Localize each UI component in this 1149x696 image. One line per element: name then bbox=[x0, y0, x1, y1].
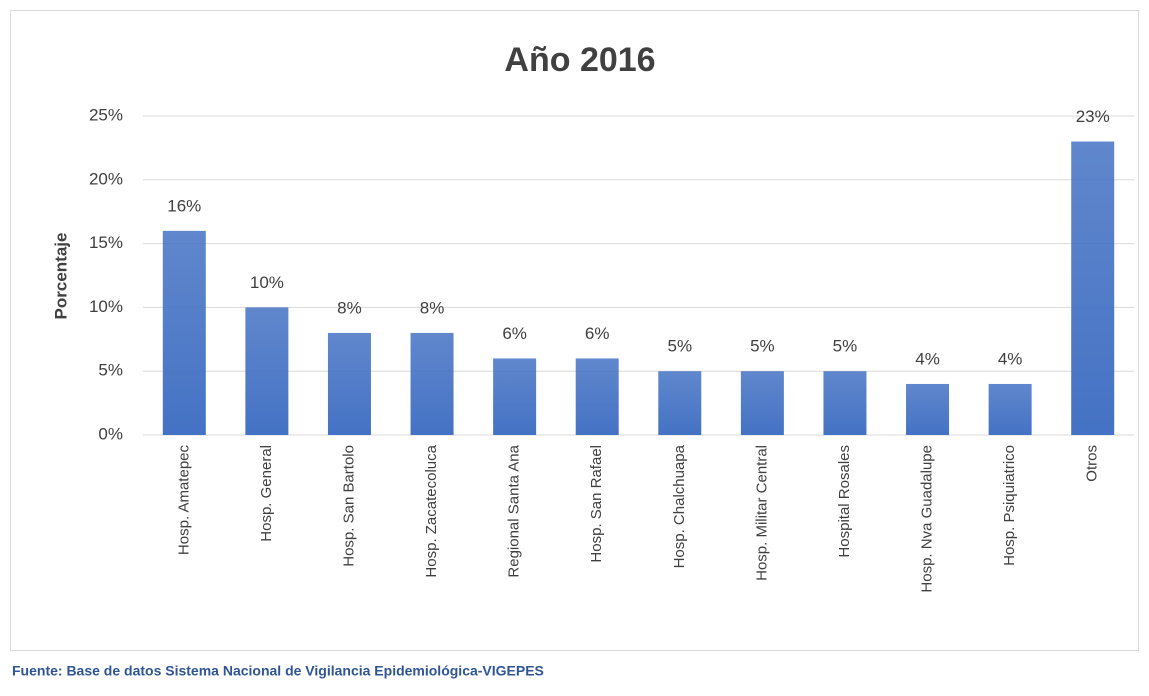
x-tick-label: Otros bbox=[1084, 445, 1101, 482]
y-tick-label: 0% bbox=[98, 424, 123, 443]
bar bbox=[327, 332, 371, 435]
data-label: 6% bbox=[585, 324, 610, 343]
data-label: 5% bbox=[668, 337, 693, 356]
y-tick-label: 15% bbox=[89, 233, 123, 252]
y-axis-label: Porcentaje bbox=[51, 233, 70, 320]
x-tick-label: Hosp. Zacatecoluca bbox=[423, 444, 440, 577]
x-tick-label: Hosp. Nva Guadalupe bbox=[919, 445, 936, 593]
chart-title: Año 2016 bbox=[504, 41, 655, 79]
x-tick-label: Hosp. San Rafael bbox=[588, 445, 605, 563]
data-label: 23% bbox=[1076, 107, 1110, 126]
x-tick-label: Hosp. Chalchuapa bbox=[671, 444, 688, 568]
bar bbox=[1071, 141, 1115, 435]
data-label: 6% bbox=[502, 324, 527, 343]
source-note: Fuente: Base de datos Sistema Nacional d… bbox=[12, 663, 544, 679]
data-label: 5% bbox=[833, 337, 858, 356]
bar bbox=[410, 332, 454, 435]
data-label: 4% bbox=[915, 349, 940, 368]
x-tick-label: Hosp. Amatepec bbox=[175, 445, 192, 556]
bar bbox=[906, 383, 950, 435]
bar bbox=[740, 371, 784, 435]
y-tick-label: 5% bbox=[98, 361, 123, 380]
data-label: 10% bbox=[250, 273, 284, 292]
bar bbox=[493, 358, 537, 435]
bar bbox=[575, 358, 619, 435]
data-label: 8% bbox=[337, 298, 362, 317]
bar bbox=[245, 307, 289, 435]
x-tick-label: Hosp. General bbox=[258, 445, 275, 542]
bar bbox=[988, 383, 1032, 435]
x-tick-label: Hosp. Militar Central bbox=[753, 445, 770, 581]
x-tick-label: Regional Santa Ana bbox=[506, 444, 523, 577]
bar bbox=[162, 230, 206, 435]
y-tick-label: 20% bbox=[89, 169, 123, 188]
data-label: 8% bbox=[420, 298, 445, 317]
data-label: 5% bbox=[750, 337, 775, 356]
y-tick-label: 25% bbox=[89, 105, 123, 124]
x-tick-label: Hospital Rosales bbox=[836, 445, 853, 558]
y-tick-label: 10% bbox=[89, 297, 123, 316]
data-label: 16% bbox=[167, 196, 201, 215]
data-label: 4% bbox=[998, 349, 1023, 368]
bar bbox=[823, 371, 867, 435]
x-tick-label: Hosp. Psiquiatrico bbox=[1001, 445, 1018, 566]
bar bbox=[658, 371, 702, 435]
x-tick-label: Hosp. San Bartolo bbox=[340, 445, 357, 567]
